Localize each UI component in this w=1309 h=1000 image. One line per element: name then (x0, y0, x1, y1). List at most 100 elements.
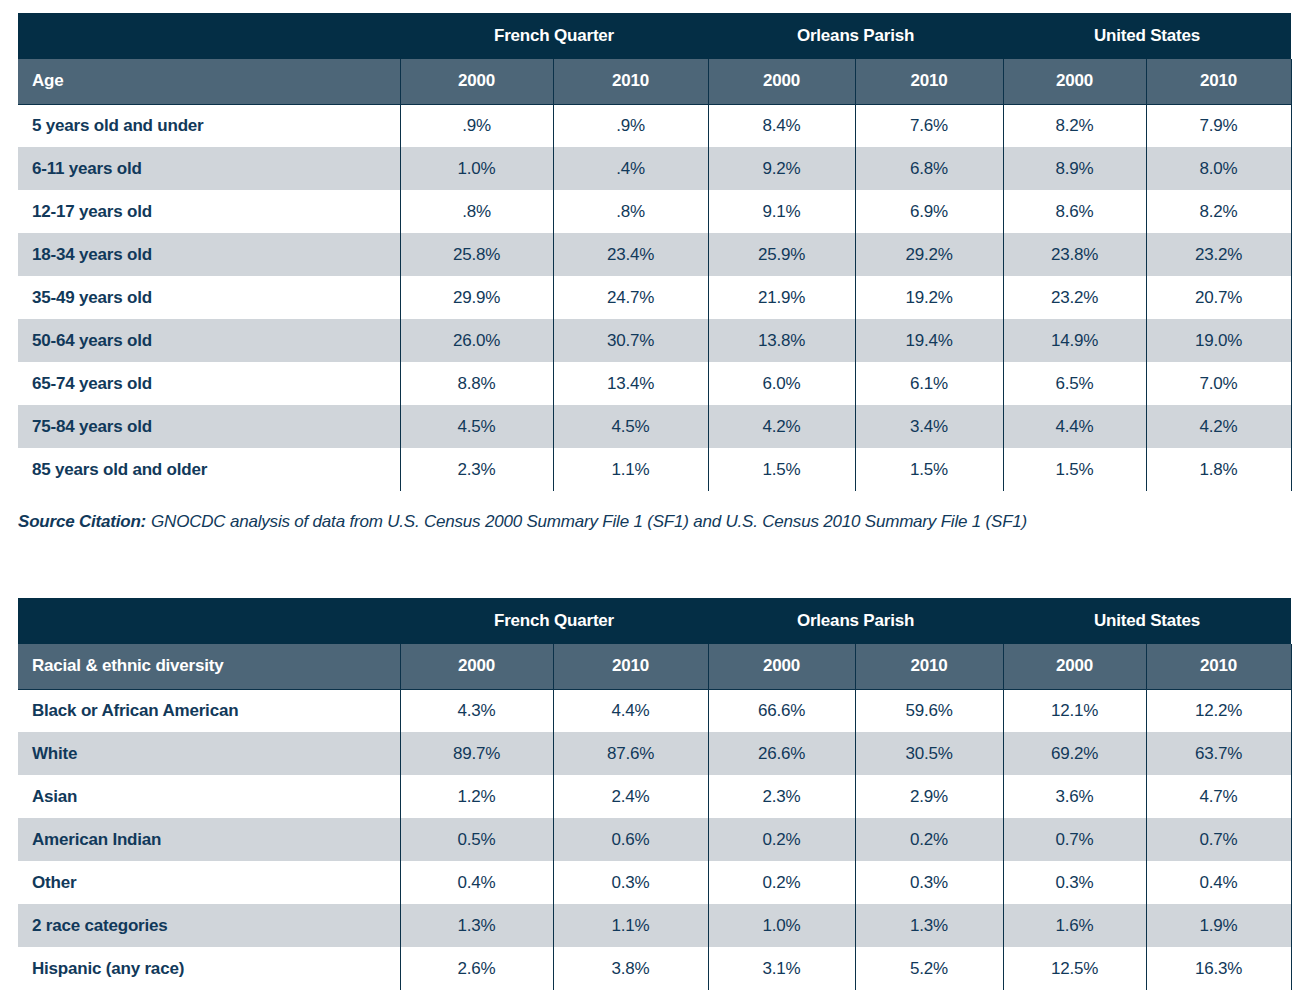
value-cell: .4% (553, 147, 708, 190)
value-cell: 6.8% (855, 147, 1003, 190)
value-cell: 4.3% (400, 689, 553, 732)
year-header: 2000 (1003, 644, 1146, 689)
age-table: French Quarter Orleans Parish United Sta… (18, 13, 1292, 491)
value-cell: 1.5% (1003, 448, 1146, 491)
table-row: 18-34 years old25.8%23.4%25.9%29.2%23.8%… (18, 233, 1291, 276)
value-cell: 16.3% (1146, 947, 1291, 990)
value-cell: 23.4% (553, 233, 708, 276)
table-row: 2 race categories1.3%1.1%1.0%1.3%1.6%1.9… (18, 904, 1291, 947)
table-row: 65-74 years old8.8%13.4%6.0%6.1%6.5%7.0% (18, 362, 1291, 405)
value-cell: 63.7% (1146, 732, 1291, 775)
row-label: 18-34 years old (18, 233, 400, 276)
row-label: 6-11 years old (18, 147, 400, 190)
value-cell: 1.3% (400, 904, 553, 947)
corner-cell (18, 598, 400, 644)
value-cell: 12.2% (1146, 689, 1291, 732)
value-cell: 1.5% (708, 448, 855, 491)
value-cell: 0.4% (400, 861, 553, 904)
table-row: White89.7%87.6%26.6%30.5%69.2%63.7% (18, 732, 1291, 775)
value-cell: 30.5% (855, 732, 1003, 775)
value-cell: 24.7% (553, 276, 708, 319)
table-row: 12-17 years old.8%.8%9.1%6.9%8.6%8.2% (18, 190, 1291, 233)
value-cell: 13.4% (553, 362, 708, 405)
year-header: 2010 (1146, 59, 1291, 104)
value-cell: 69.2% (1003, 732, 1146, 775)
region-header-united-states: United States (1003, 598, 1291, 644)
value-cell: 6.5% (1003, 362, 1146, 405)
value-cell: .9% (400, 104, 553, 147)
source-citation-text: GNOCDC analysis of data from U.S. Census… (151, 512, 1027, 531)
value-cell: 19.4% (855, 319, 1003, 362)
value-cell: 0.2% (708, 818, 855, 861)
value-cell: 23.2% (1003, 276, 1146, 319)
region-header-orleans-parish: Orleans Parish (708, 598, 1003, 644)
value-cell: 13.8% (708, 319, 855, 362)
value-cell: 0.3% (553, 861, 708, 904)
value-cell: 3.4% (855, 405, 1003, 448)
value-cell: 4.4% (553, 689, 708, 732)
value-cell: 3.6% (1003, 775, 1146, 818)
value-cell: 0.3% (855, 861, 1003, 904)
value-cell: 1.6% (1003, 904, 1146, 947)
value-cell: 5.2% (855, 947, 1003, 990)
value-cell: 66.6% (708, 689, 855, 732)
value-cell: 8.4% (708, 104, 855, 147)
diversity-table: French Quarter Orleans Parish United Sta… (18, 598, 1292, 990)
table-row: Other0.4%0.3%0.2%0.3%0.3%0.4% (18, 861, 1291, 904)
value-cell: 7.0% (1146, 362, 1291, 405)
table-title-diversity: Racial & ethnic diversity (18, 644, 400, 689)
value-cell: 3.1% (708, 947, 855, 990)
value-cell: 6.0% (708, 362, 855, 405)
table-row: American Indian0.5%0.6%0.2%0.2%0.7%0.7% (18, 818, 1291, 861)
region-header-orleans-parish: Orleans Parish (708, 13, 1003, 59)
value-cell: 25.8% (400, 233, 553, 276)
value-cell: 59.6% (855, 689, 1003, 732)
year-header: 2000 (708, 59, 855, 104)
value-cell: 4.7% (1146, 775, 1291, 818)
value-cell: 2.3% (708, 775, 855, 818)
value-cell: 23.8% (1003, 233, 1146, 276)
value-cell: 87.6% (553, 732, 708, 775)
value-cell: 3.8% (553, 947, 708, 990)
year-header: 2010 (553, 59, 708, 104)
value-cell: 26.0% (400, 319, 553, 362)
row-label: 65-74 years old (18, 362, 400, 405)
year-header: 2000 (1003, 59, 1146, 104)
diversity-table-body: Black or African American4.3%4.4%66.6%59… (18, 689, 1291, 990)
value-cell: 8.2% (1146, 190, 1291, 233)
value-cell: 1.5% (855, 448, 1003, 491)
value-cell: 2.9% (855, 775, 1003, 818)
value-cell: 0.7% (1003, 818, 1146, 861)
table-row: Asian1.2%2.4%2.3%2.9%3.6%4.7% (18, 775, 1291, 818)
value-cell: 8.6% (1003, 190, 1146, 233)
table-row: 35-49 years old29.9%24.7%21.9%19.2%23.2%… (18, 276, 1291, 319)
value-cell: 1.1% (553, 904, 708, 947)
value-cell: 7.9% (1146, 104, 1291, 147)
value-cell: 19.0% (1146, 319, 1291, 362)
year-header: 2010 (855, 644, 1003, 689)
table-row: 50-64 years old26.0%30.7%13.8%19.4%14.9%… (18, 319, 1291, 362)
value-cell: 21.9% (708, 276, 855, 319)
value-cell: 7.6% (855, 104, 1003, 147)
row-label: 2 race categories (18, 904, 400, 947)
value-cell: 29.9% (400, 276, 553, 319)
value-cell: 23.2% (1146, 233, 1291, 276)
value-cell: 1.3% (855, 904, 1003, 947)
value-cell: 2.6% (400, 947, 553, 990)
year-header: 2000 (400, 644, 553, 689)
value-cell: 9.1% (708, 190, 855, 233)
region-header-french-quarter: French Quarter (400, 13, 708, 59)
value-cell: .8% (553, 190, 708, 233)
row-label: 5 years old and under (18, 104, 400, 147)
source-citation-label: Source Citation: (18, 512, 146, 531)
value-cell: 1.9% (1146, 904, 1291, 947)
value-cell: 1.0% (708, 904, 855, 947)
value-cell: 8.2% (1003, 104, 1146, 147)
row-label: 12-17 years old (18, 190, 400, 233)
value-cell: 0.7% (1146, 818, 1291, 861)
value-cell: 1.8% (1146, 448, 1291, 491)
value-cell: 4.2% (708, 405, 855, 448)
table-row: 85 years old and older2.3%1.1%1.5%1.5%1.… (18, 448, 1291, 491)
diversity-table-section: French Quarter Orleans Parish United Sta… (18, 598, 1291, 990)
value-cell: 25.9% (708, 233, 855, 276)
